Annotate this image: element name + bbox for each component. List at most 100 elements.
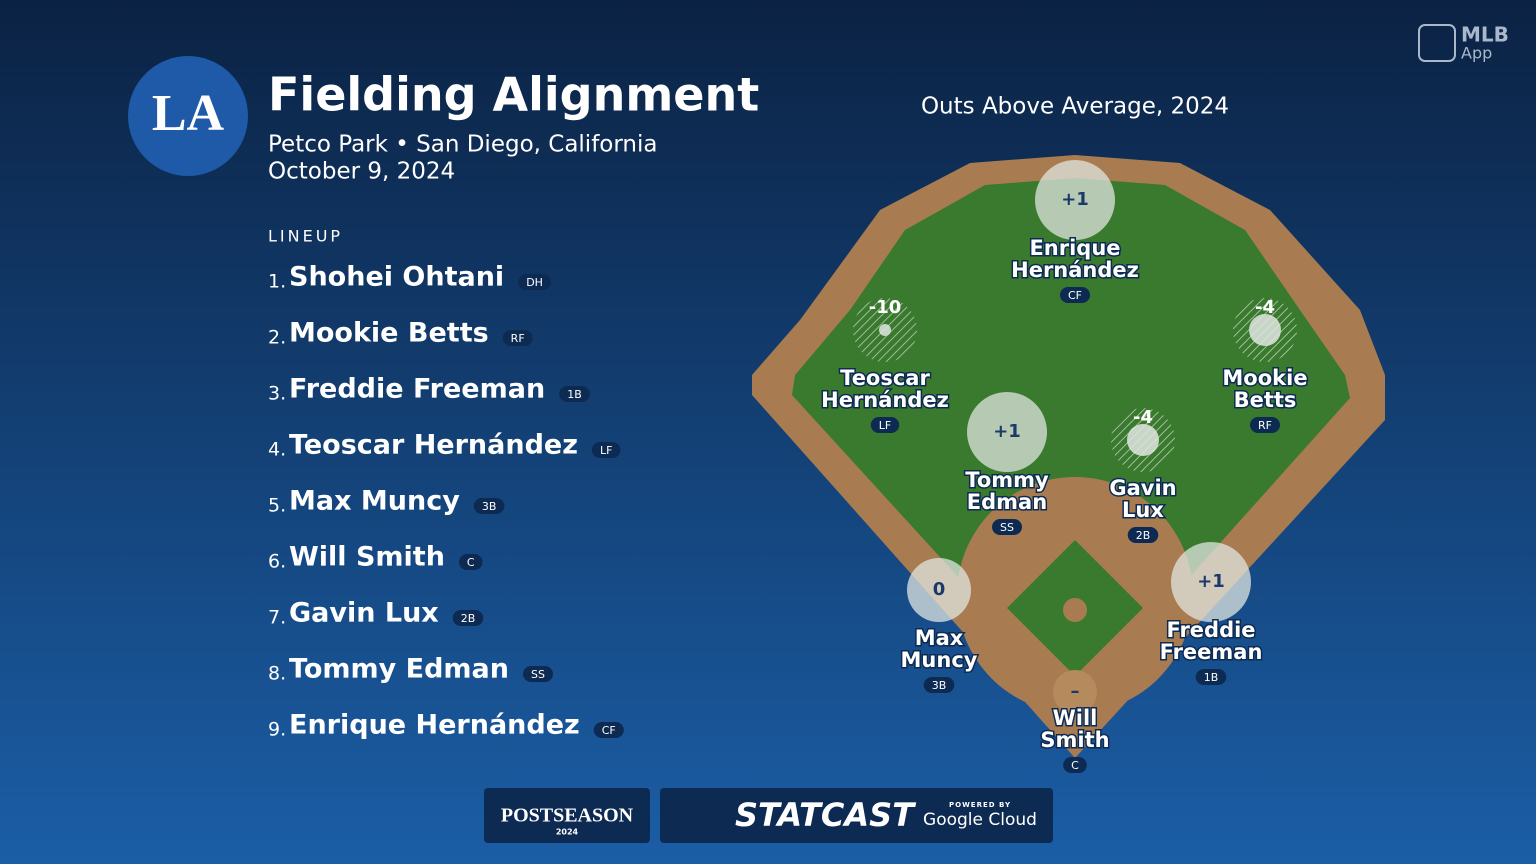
oaa-value: +1 (1061, 189, 1089, 210)
position-badge-text: 2B (461, 612, 476, 625)
player-first-name: Teoscar (840, 366, 930, 390)
lineup-name: Teoscar Hernández (289, 430, 578, 461)
lineup-order: 3. (268, 383, 286, 405)
lineup-heading: LINEUP (268, 227, 343, 246)
lineup-order: 8. (268, 663, 286, 685)
oaa-value: -4 (1255, 297, 1275, 318)
postseason-year: 2024 (556, 828, 579, 837)
player-first-name: Gavin (1109, 476, 1176, 500)
position-badge (992, 519, 1022, 535)
lineup-name: Shohei Ohtani (289, 262, 504, 293)
team-logo-text: LA (152, 85, 225, 142)
position-badge (923, 677, 955, 693)
player-last-name: Freeman (1160, 640, 1263, 664)
oaa-value: +1 (993, 421, 1021, 442)
venue: Petco Park • San Diego, California (268, 132, 657, 158)
position-badge (518, 274, 551, 290)
player-first-name: Mookie (1222, 366, 1307, 390)
oaa-value: – (1071, 681, 1080, 702)
position-badge-text: SS (1000, 521, 1014, 534)
lineup-name: Enrique Hernández (289, 710, 580, 741)
position-badge-text: RF (511, 332, 525, 345)
position-badge-text: LF (879, 419, 891, 432)
player-first-name: Will (1053, 706, 1098, 730)
lineup-name: Freddie Freeman (289, 374, 545, 405)
lineup-order: 9. (268, 719, 286, 741)
lineup-name: Gavin Lux (289, 598, 439, 629)
app-line1: MLB (1461, 23, 1509, 47)
player-last-name: Muncy (901, 648, 978, 672)
date: October 9, 2024 (268, 159, 455, 185)
lineup-order: 5. (268, 495, 286, 517)
position-badge (1250, 417, 1280, 433)
player-first-name: Enrique (1029, 236, 1120, 260)
oaa-dot (879, 324, 891, 336)
player-first-name: Tommy (965, 468, 1049, 492)
position-badge (1063, 757, 1087, 773)
lineup-name: Mookie Betts (289, 318, 489, 349)
position-badge-text: RF (1258, 419, 1272, 432)
sponsor: Google Cloud (923, 810, 1037, 830)
player-last-name: Edman (967, 490, 1047, 514)
player-last-name: Betts (1234, 388, 1297, 412)
position-badge (458, 554, 483, 570)
position-badge (523, 666, 553, 682)
oaa-circle (907, 558, 971, 622)
app-line2: App (1461, 44, 1492, 63)
position-badge-text: C (467, 556, 475, 569)
position-badge-text: C (1071, 759, 1079, 772)
lineup-order: 1. (268, 271, 286, 293)
position-badge-text: 3B (932, 679, 947, 692)
player-last-name: Hernández (1011, 258, 1139, 282)
oaa-value: -10 (869, 297, 902, 318)
position-badge-text: LF (600, 444, 612, 457)
lineup-order: 4. (268, 439, 286, 461)
outfield-grass (792, 178, 1350, 705)
oaa-circle (1171, 542, 1251, 622)
position-badge-text: DH (526, 276, 543, 289)
position-badge-text: 1B (1204, 671, 1219, 684)
player-last-name: Smith (1040, 728, 1109, 752)
lineup-name: Will Smith (289, 542, 445, 573)
position-badge-text: CF (602, 724, 616, 737)
position-badge (502, 330, 533, 346)
position-badge-text: 1B (567, 388, 582, 401)
position-badge (870, 417, 900, 433)
lineup-name: Max Muncy (289, 486, 460, 517)
oaa-value: -4 (1133, 407, 1153, 428)
app-icon (1418, 24, 1456, 62)
player-first-name: Max (915, 626, 964, 650)
oaa-dot (1127, 424, 1159, 456)
statcast-text: STATCAST (735, 796, 916, 834)
oaa-value: +1 (1197, 571, 1225, 592)
postseason-text: POSTSEASON (501, 805, 634, 827)
oaa-value: 0 (933, 579, 946, 600)
lineup-order: 2. (268, 327, 286, 349)
mound (1063, 598, 1087, 622)
oaa-circle (1053, 670, 1097, 714)
oaa-circle (1035, 160, 1115, 240)
field-title: Outs Above Average, 2024 (921, 94, 1229, 120)
title: Fielding Alignment (268, 68, 759, 122)
position-badge (1195, 669, 1227, 685)
lineup-name: Tommy Edman (289, 654, 509, 685)
lineup-order: 7. (268, 607, 286, 629)
position-badge-text: CF (1068, 289, 1082, 302)
oaa-circle (967, 392, 1047, 472)
position-badge (1059, 287, 1091, 303)
team-logo (128, 56, 248, 176)
player-last-name: Hernández (821, 388, 949, 412)
player-last-name: Lux (1122, 498, 1164, 522)
position-badge-text: 3B (482, 500, 497, 513)
position-badge (452, 610, 484, 626)
position-badge (559, 386, 590, 402)
statcast-logo (660, 788, 1053, 843)
position-badge-text: SS (531, 668, 545, 681)
position-badge (591, 442, 621, 458)
postseason-logo (484, 788, 650, 843)
player-first-name: Freddie (1166, 618, 1255, 642)
position-badge (1127, 527, 1159, 543)
position-badge (473, 498, 505, 514)
powered-by: POWERED BY (949, 801, 1011, 809)
